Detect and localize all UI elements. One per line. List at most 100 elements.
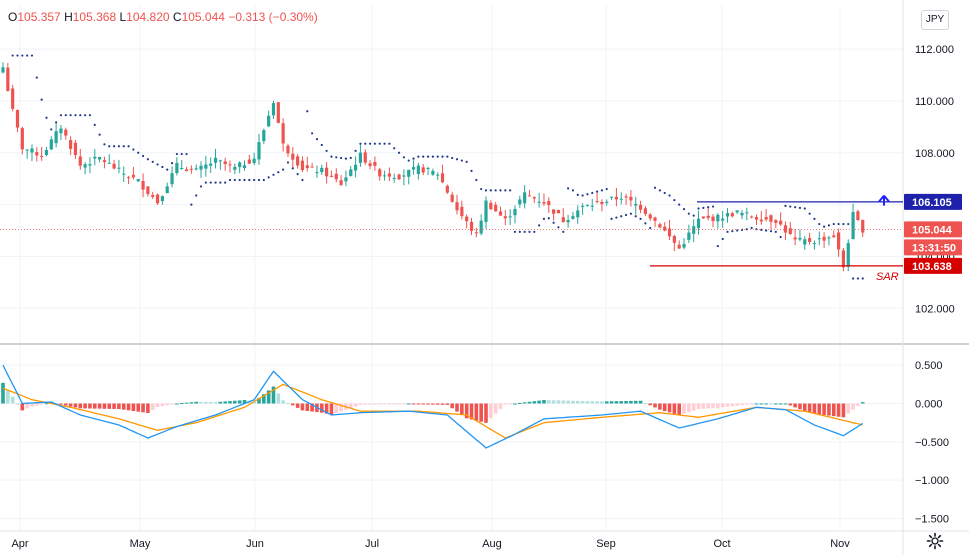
candle — [474, 227, 478, 238]
candle-body — [841, 250, 846, 268]
candle-body — [827, 237, 831, 239]
histogram-bar — [759, 403, 764, 405]
candle — [320, 164, 324, 175]
candle — [363, 149, 367, 165]
histogram-bar — [150, 403, 155, 410]
histogram-bar — [281, 400, 285, 404]
candle-body — [296, 156, 300, 166]
candle — [716, 212, 720, 229]
candle-body — [300, 160, 305, 171]
sar-dot — [301, 178, 304, 182]
histogram-bar — [271, 386, 276, 404]
macd-line — [2, 364, 864, 449]
sar-dot — [412, 157, 415, 160]
candle-body — [262, 130, 266, 142]
sar-dot — [760, 228, 763, 231]
candle — [368, 160, 372, 170]
candle-body — [107, 162, 111, 164]
candle — [310, 162, 314, 168]
candle-body — [803, 239, 807, 245]
sar-dot — [480, 187, 483, 191]
candle-body — [271, 103, 276, 116]
sar-dot — [837, 222, 840, 226]
sar-dot — [373, 142, 377, 145]
sar-dot — [315, 138, 319, 141]
candle-body — [643, 208, 647, 215]
candle — [585, 204, 590, 207]
sar-dot — [199, 185, 203, 188]
candle-body — [465, 216, 469, 222]
candle — [117, 159, 121, 174]
candle — [339, 175, 343, 187]
candle — [489, 200, 493, 210]
candle — [465, 214, 469, 229]
sar-dot — [64, 114, 67, 117]
candle — [677, 240, 681, 250]
candle — [503, 209, 507, 226]
candle — [184, 166, 189, 172]
sar-dot — [161, 165, 164, 169]
candle — [774, 219, 778, 229]
sar-dot — [494, 189, 497, 192]
candle — [692, 219, 696, 243]
histogram-bar — [334, 403, 339, 414]
low-value: 104.820 — [126, 10, 170, 24]
histogram-bar — [92, 403, 97, 409]
sar-dot — [296, 173, 299, 176]
sar-dot — [103, 143, 106, 146]
candle — [247, 154, 251, 164]
candle — [634, 196, 638, 215]
time-tick-label: Jun — [246, 538, 264, 550]
time-tick-label: Apr — [11, 538, 28, 550]
candle — [131, 166, 136, 180]
sar-dot — [422, 155, 425, 158]
candle-body — [523, 192, 527, 204]
candle — [102, 156, 107, 169]
histogram-bar — [532, 401, 537, 404]
candle-body — [223, 161, 227, 165]
histogram-bar — [701, 403, 706, 409]
sar-dot — [470, 169, 473, 173]
candle — [581, 203, 585, 215]
gear-icon[interactable] — [926, 532, 944, 550]
candle-body — [397, 174, 401, 180]
sar-dot — [306, 110, 309, 113]
signal-line — [2, 383, 863, 439]
candle — [609, 196, 614, 201]
histogram-bar — [59, 403, 63, 405]
histogram-bar — [450, 403, 454, 409]
sar-dot — [156, 163, 159, 166]
sar-dot — [417, 155, 420, 158]
candle — [59, 124, 63, 141]
sar-dot — [243, 178, 246, 182]
candle-body — [368, 163, 372, 167]
candle-body — [706, 215, 710, 218]
histogram-bar — [590, 401, 595, 404]
candle — [281, 118, 285, 152]
histogram-bar — [329, 403, 334, 415]
sar-dot — [79, 114, 82, 117]
candle — [378, 167, 382, 181]
histogram-bar — [846, 403, 851, 414]
sar-dot — [475, 178, 478, 182]
sar-dot — [59, 114, 63, 117]
candle-body — [126, 177, 131, 179]
histogram-bar — [228, 401, 232, 404]
histogram-bar — [175, 403, 179, 405]
sar-dot — [190, 203, 193, 206]
sar-dot — [291, 167, 294, 170]
histogram-bar — [595, 401, 599, 404]
candle-body — [1, 67, 5, 73]
price-tick-label: 110.000 — [915, 96, 954, 108]
candle — [411, 160, 416, 175]
candle-body — [653, 217, 657, 221]
candle-body — [846, 243, 850, 267]
candle — [296, 153, 300, 169]
candle-body — [455, 202, 459, 211]
candle-body — [537, 201, 541, 203]
sar-dot — [523, 230, 526, 233]
histogram-bar — [745, 403, 749, 405]
histogram-bar — [455, 403, 459, 412]
currency-button[interactable]: JPY — [921, 10, 949, 30]
